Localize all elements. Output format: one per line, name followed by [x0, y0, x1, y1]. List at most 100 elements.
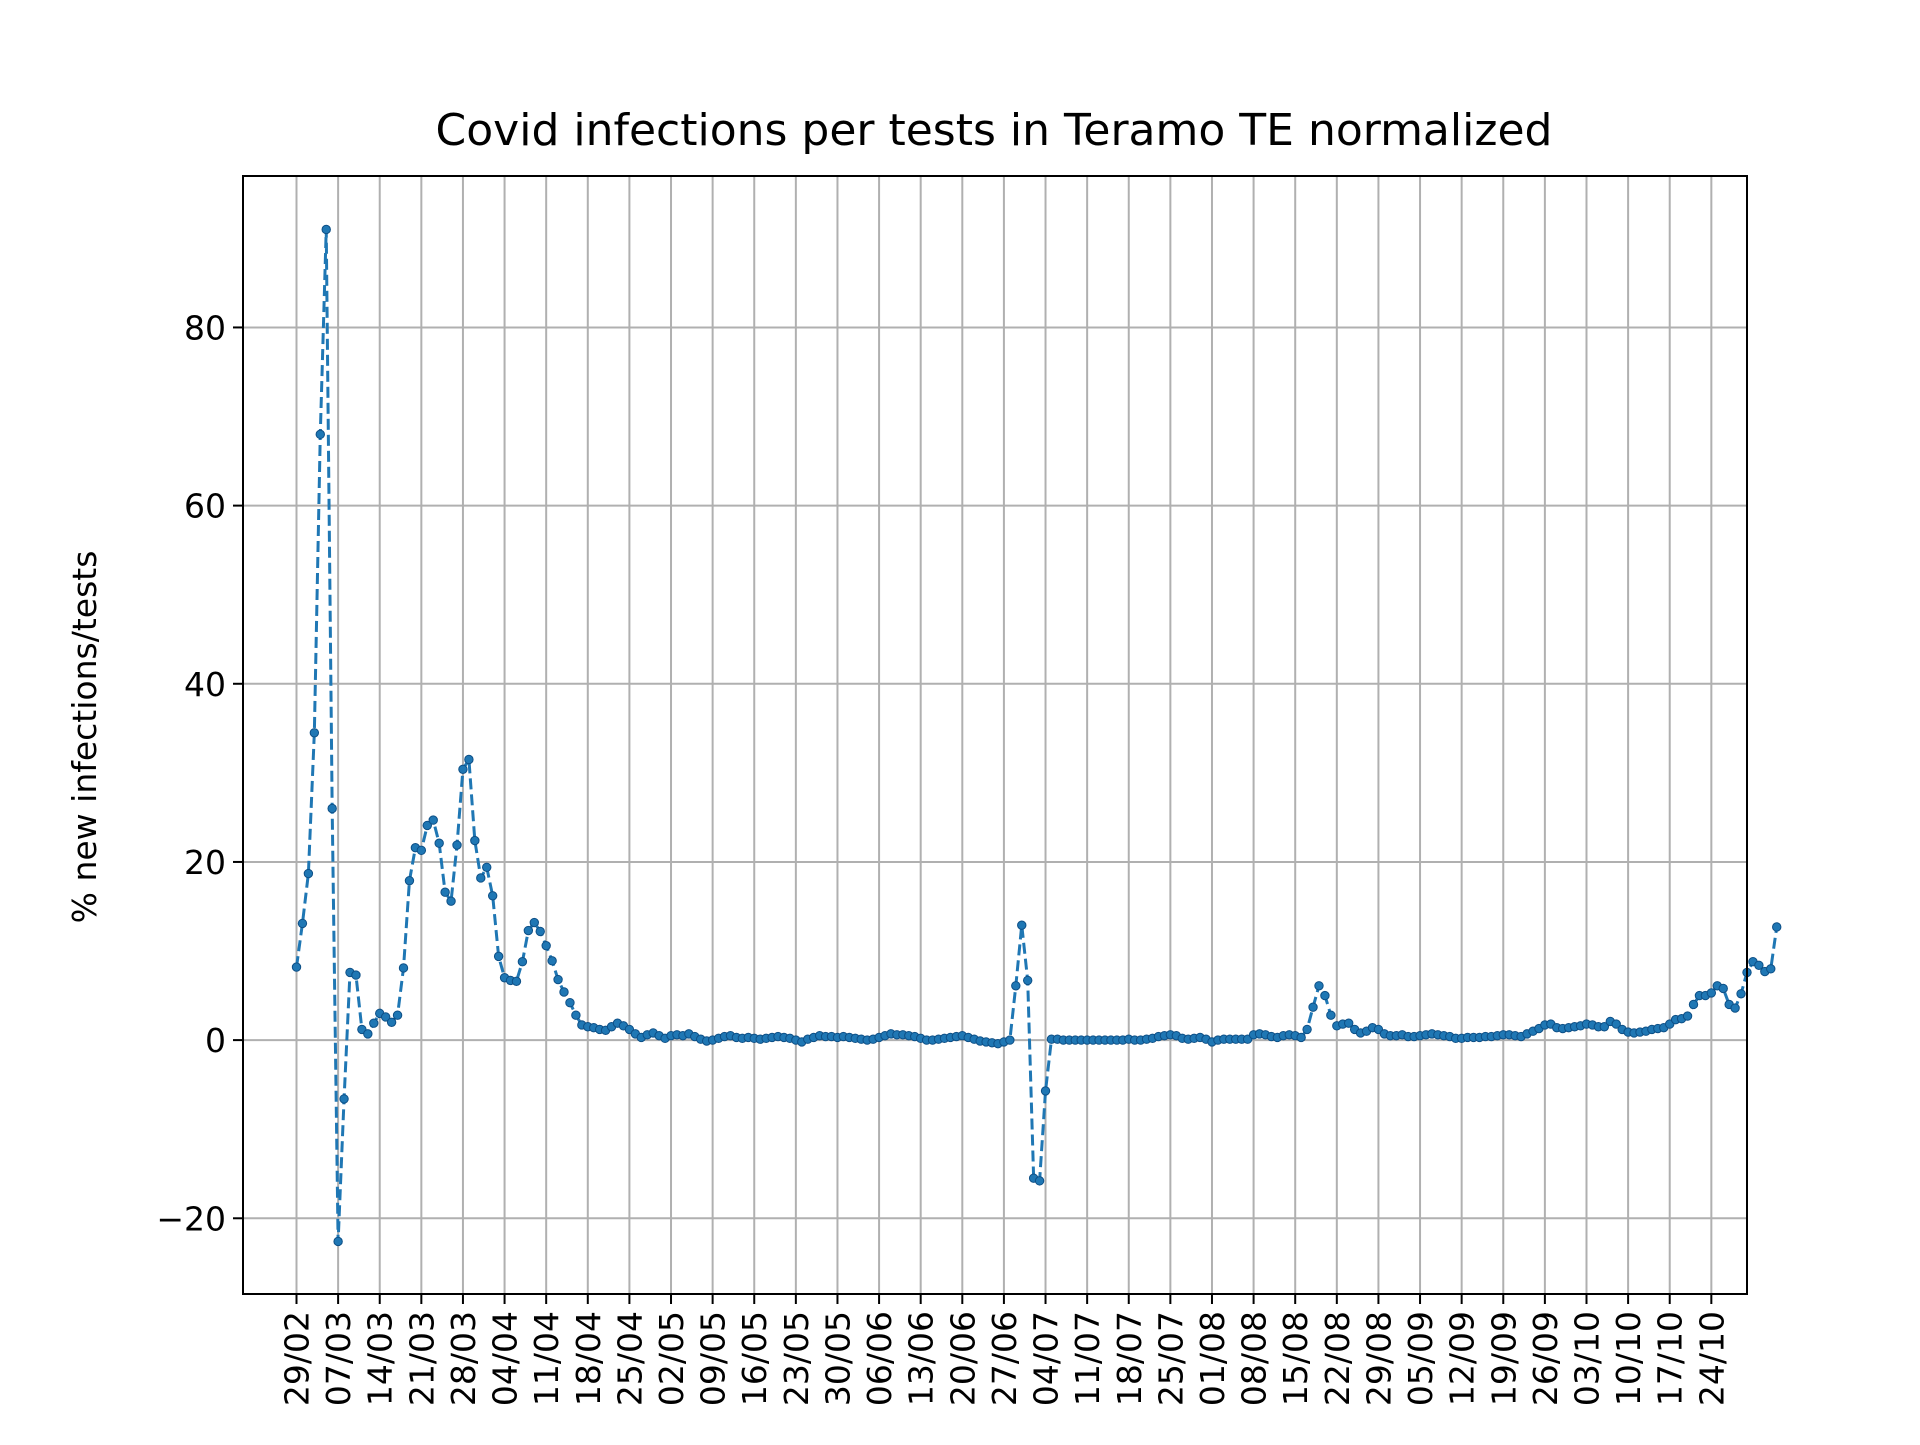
- data-point: [523, 925, 534, 936]
- data-point: [1011, 981, 1021, 991]
- x-tick-label: 17/10: [1651, 1311, 1690, 1406]
- data-point: [327, 803, 337, 814]
- x-axis: 29/02 07/03 14/03 21/03 28/03 04/04 11/04 18/04…: [278, 1294, 1731, 1406]
- data-point: [363, 1029, 373, 1039]
- x-tick-label: 30/05: [818, 1311, 857, 1406]
- x-tick-label: 06/06: [860, 1311, 899, 1406]
- data-point: [1314, 981, 1324, 991]
- x-tick-label: 09/05: [694, 1311, 733, 1406]
- data-point: [303, 868, 314, 879]
- data-point: [1040, 1086, 1051, 1096]
- x-tick-label: 01/08: [1193, 1311, 1232, 1406]
- data-point: [1320, 990, 1330, 1001]
- x-tick-label: 05/09: [1401, 1311, 1440, 1406]
- data-point: [386, 1017, 397, 1027]
- x-tick-label: 19/09: [1484, 1311, 1523, 1406]
- data-point: [1730, 1003, 1740, 1013]
- plot-frame: [242, 175, 1748, 1295]
- x-tick-label: 07/03: [319, 1311, 358, 1406]
- y-tick-label: 60: [184, 487, 226, 526]
- data-point: [1599, 1022, 1610, 1032]
- x-tick-label: 29/08: [1359, 1311, 1398, 1406]
- data-point: [1005, 1035, 1015, 1045]
- x-tick-label: 25/07: [1151, 1311, 1190, 1406]
- data-point: [1034, 1176, 1045, 1186]
- data-point: [333, 1236, 343, 1247]
- x-tick-label: 02/05: [652, 1311, 691, 1406]
- data-point: [380, 1012, 391, 1022]
- data-point: [392, 1010, 403, 1020]
- data-point: [404, 875, 415, 886]
- data-point: [1022, 975, 1033, 986]
- data-point: [559, 987, 569, 997]
- data-point: [321, 224, 331, 235]
- data-point: [1611, 1019, 1621, 1029]
- x-tick-label: 18/04: [569, 1311, 608, 1406]
- x-tick-label: 27/06: [985, 1311, 1024, 1406]
- data-point: [351, 970, 361, 980]
- data-point: [493, 951, 504, 962]
- data-point: [511, 976, 522, 987]
- data-point: [535, 926, 545, 937]
- x-tick-label: 13/06: [902, 1311, 941, 1406]
- x-tick-label: 25/04: [610, 1311, 649, 1406]
- x-tick-label: 28/03: [444, 1311, 483, 1406]
- data-point: [482, 862, 492, 872]
- data-point: [470, 835, 480, 846]
- data-point: [398, 963, 409, 973]
- x-tick-label: 04/07: [1027, 1311, 1066, 1406]
- data-point: [541, 940, 551, 951]
- x-tick-label: 26/09: [1526, 1311, 1565, 1406]
- x-tick-label: 23/05: [777, 1311, 816, 1406]
- x-tick-label: 16/05: [735, 1311, 774, 1406]
- x-tick-label: 11/07: [1068, 1311, 1107, 1406]
- grid: [243, 176, 1747, 1294]
- data-point: [339, 1094, 349, 1104]
- data-point: [291, 962, 302, 972]
- x-tick-label: 14/03: [361, 1311, 400, 1406]
- y-axis-label: % new infections/tests: [65, 551, 104, 924]
- x-tick-label: 08/08: [1235, 1311, 1274, 1406]
- x-tick-label: 18/07: [1110, 1311, 1149, 1406]
- series-markers: [291, 224, 1782, 1247]
- x-tick-label: 21/03: [402, 1311, 441, 1406]
- data-point: [1017, 920, 1027, 930]
- x-tick-label: 11/04: [527, 1311, 566, 1406]
- x-tick-label: 15/08: [1276, 1311, 1315, 1406]
- x-tick-label: 20/06: [943, 1311, 982, 1406]
- data-point: [1326, 1010, 1336, 1020]
- data-point: [464, 754, 474, 765]
- y-axis: −20 0 20 40 60 80: [156, 308, 243, 1238]
- data-point: [434, 838, 444, 848]
- y-tick-label: 40: [184, 665, 226, 704]
- x-tick-label: 04/04: [486, 1311, 525, 1406]
- data-point: [1754, 960, 1764, 970]
- data-point: [1706, 988, 1717, 998]
- y-tick-label: −20: [156, 1199, 226, 1238]
- data-point: [487, 891, 498, 901]
- data-point: [476, 873, 486, 883]
- data-point: [1772, 922, 1782, 932]
- data-point: [1682, 1011, 1693, 1021]
- x-tick-label: 24/10: [1692, 1311, 1731, 1406]
- data-point: [529, 917, 539, 928]
- data-point: [1688, 999, 1699, 1010]
- data-point: [428, 815, 438, 825]
- data-point: [309, 728, 320, 738]
- data-point: [458, 764, 468, 774]
- x-tick-label: 22/08: [1318, 1311, 1357, 1406]
- data-point: [446, 896, 456, 906]
- data-point: [1766, 964, 1776, 974]
- data-point: [440, 887, 450, 897]
- data-point: [1308, 1002, 1318, 1012]
- data-point: [1296, 1032, 1306, 1043]
- data-point: [553, 974, 563, 985]
- data-point: [416, 845, 427, 856]
- data-point: [517, 957, 528, 967]
- data-point: [1302, 1024, 1312, 1035]
- data-point: [422, 820, 432, 831]
- data-point: [315, 429, 325, 440]
